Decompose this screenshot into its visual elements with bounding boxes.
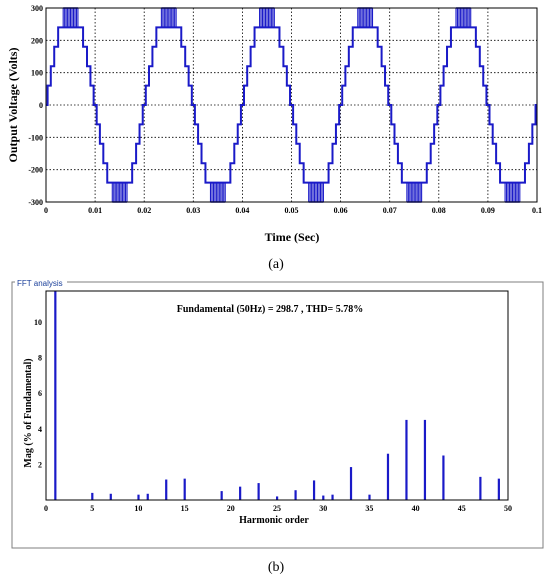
voltage-x-tick-label: 0.02	[137, 206, 151, 215]
harmonic-bar	[294, 490, 297, 500]
spectrum-y-tick-label: 8	[38, 354, 42, 363]
harmonic-bar	[405, 419, 408, 500]
spectrum-plot-frame	[45, 290, 509, 501]
panel-a-label: (a)	[268, 257, 284, 272]
harmonic-bar	[479, 476, 482, 500]
fft-analysis-frame	[11, 281, 544, 549]
spectrum-x-ticks: 0 5 10 15 20 25 30 35 40 45 50	[44, 504, 512, 513]
harmonic-bar	[322, 495, 325, 500]
harmonic-bar	[54, 291, 57, 500]
voltage-x-tick-label: 0.03	[186, 206, 200, 215]
spectrum-y-tick-label: 10	[34, 318, 42, 327]
voltage-waveform-chart: 0 0.01 0.02 0.03 0.04 0.05 0.06 0.07 0.08 0.09 0.1…	[6, 4, 542, 272]
spectrum-plot-area	[46, 291, 508, 500]
spectrum-y-ticks: 10 8 6 4 2	[34, 318, 42, 469]
voltage-y-tick-label: 0	[39, 101, 43, 110]
spectrum-y-tick-label: 2	[38, 460, 42, 469]
spectrum-y-tick-label: 6	[38, 389, 42, 398]
spectrum-x-tick-label: 5	[90, 504, 94, 513]
harmonic-bar	[165, 479, 168, 500]
spectrum-x-tick-label: 50	[504, 504, 512, 513]
spectrum-x-axis-label: Harmonic order	[239, 515, 309, 526]
voltage-waveform-line	[46, 26, 537, 184]
voltage-x-tick-label: 0	[44, 206, 48, 215]
harmonic-bar	[91, 492, 94, 500]
harmonic-bar	[257, 483, 260, 500]
harmonic-spectrum-chart: FFT analysis Fundamental (50Hz) = 298.7 …	[11, 278, 544, 575]
voltage-x-tick-label: 0.06	[334, 206, 348, 215]
voltage-x-tick-label: 0.09	[481, 206, 495, 215]
voltage-y-tick-label: -100	[28, 133, 43, 142]
harmonic-bar	[109, 493, 112, 500]
voltage-pwm-switching	[62, 7, 521, 203]
panel-b-label: (b)	[268, 560, 285, 575]
harmonic-bar	[497, 478, 500, 500]
voltage-x-tick-label: 0.01	[88, 206, 102, 215]
harmonic-bar	[442, 455, 445, 500]
spectrum-x-tick-label: 20	[227, 504, 235, 513]
voltage-x-ticks: 0 0.01 0.02 0.03 0.04 0.05 0.06 0.07 0.08 0.09 0.1	[44, 206, 542, 215]
voltage-x-tick-label: 0.04	[235, 206, 249, 215]
voltage-x-tick-label: 0.1	[532, 206, 542, 215]
fundamental-thd-text: Fundamental (50Hz) = 298.7 , THD= 5.78%	[177, 304, 364, 315]
harmonic-bar	[331, 494, 334, 500]
harmonic-bar	[239, 486, 242, 500]
fft-analysis-title: FFT analysis	[17, 279, 63, 288]
voltage-x-tick-label: 0.05	[285, 206, 299, 215]
voltage-y-tick-label: -200	[28, 166, 43, 175]
spectrum-x-tick-label: 25	[273, 504, 281, 513]
harmonic-bar	[423, 419, 427, 500]
harmonic-bars	[54, 291, 500, 500]
spectrum-x-tick-label: 45	[458, 504, 466, 513]
voltage-x-axis-label: Time (Sec)	[265, 230, 320, 244]
harmonic-bar	[276, 496, 279, 500]
spectrum-y-tick-label: 4	[38, 425, 42, 434]
voltage-y-tick-label: 100	[31, 69, 43, 78]
spectrum-x-tick-label: 30	[319, 504, 327, 513]
spectrum-x-tick-label: 35	[365, 504, 373, 513]
harmonic-bar	[183, 478, 186, 500]
voltage-y-axis-label: Output Voltage (Volts)	[6, 48, 20, 163]
voltage-grid	[46, 8, 537, 202]
spectrum-x-tick-label: 40	[412, 504, 420, 513]
spectrum-y-axis-label: Mag (% of Fundamental)	[23, 358, 34, 467]
harmonic-bar	[312, 480, 316, 500]
fft-title-backdrop	[15, 278, 67, 287]
voltage-x-tick-label: 0.07	[383, 206, 397, 215]
voltage-y-tick-label: -300	[28, 198, 43, 207]
harmonic-bar	[368, 494, 371, 500]
voltage-y-tick-label: 300	[31, 4, 43, 13]
harmonic-bar	[349, 467, 353, 500]
voltage-x-tick-label: 0.08	[432, 206, 446, 215]
voltage-plot-frame	[45, 7, 538, 203]
harmonic-bar	[386, 453, 390, 500]
spectrum-x-tick-label: 15	[181, 504, 189, 513]
voltage-y-ticks: 300 200 100 0 -100 -200 -300	[28, 4, 43, 207]
voltage-y-tick-label: 200	[31, 36, 43, 45]
spectrum-x-tick-label: 10	[134, 504, 142, 513]
harmonic-bar	[220, 491, 223, 500]
harmonic-bar	[146, 493, 149, 500]
harmonic-bar	[137, 494, 140, 500]
spectrum-x-tick-label: 0	[44, 504, 48, 513]
